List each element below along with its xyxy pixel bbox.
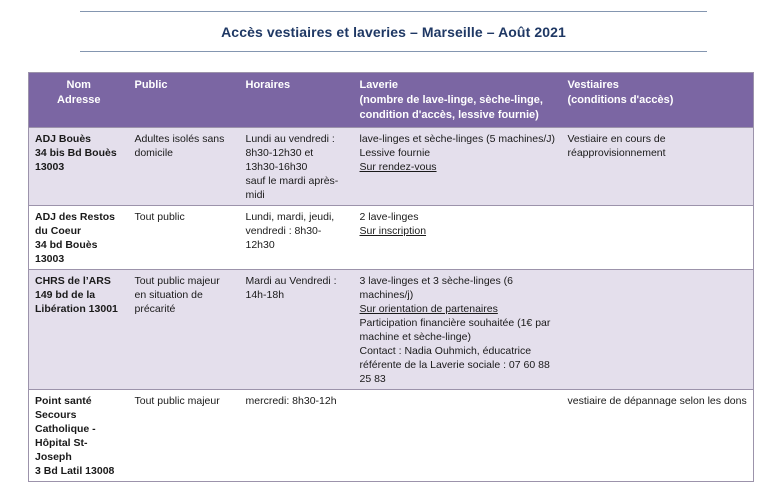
table-row: CHRS de l’ARS 149 bd de la Libération 130… (28, 269, 754, 390)
cell-laverie (354, 390, 562, 482)
column-header-laverie: Laverie (nombre de lave-linge, sèche-ling… (354, 73, 562, 128)
cell-horaires: Lundi, mardi, jeudi, vendredi : 8h30-12h… (240, 206, 354, 270)
page-title: Accès vestiaires et laveries – Marseille… (221, 23, 566, 40)
column-header-line: Nom (66, 79, 91, 91)
cell-line: Lessive fournie (359, 147, 431, 159)
cell-line: Lundi, mardi, jeudi, vendredi : 8h30-12h… (245, 211, 335, 251)
cell-horaires: Lundi au vendredi : 8h30-12h30 et 13h30-… (240, 128, 354, 206)
cell-line: lave-linges et sèche-linges (5 machines/… (359, 133, 556, 145)
cell-line: Vestiaire en cours de réapprovisionnemen… (567, 133, 666, 159)
cell-line: Point santé Secours Catholique - Hôpital… (35, 395, 96, 463)
cell-public: Tout public majeur en situation de préca… (129, 270, 240, 390)
cell-line: 3 Bd Latil 13008 (35, 465, 115, 477)
cell-line: 34 bd Bouès (35, 239, 98, 251)
cell-public: Tout public majeur (129, 390, 240, 482)
cell-line: Sur rendez-vous (359, 161, 437, 173)
cell-line: Mardi au Vendredi : 14h-18h (245, 275, 337, 301)
table-header: Nom Adresse Public Horaires Laverie (nombre d… (28, 72, 754, 128)
cell-nom: ADJ Bouès 34 bis Bd Bouès 13003 (29, 128, 129, 206)
cell-line: ADJ Bouès (35, 133, 92, 145)
cell-line: 34 bis Bd Bouès (35, 147, 117, 159)
cell-line: Sur inscription (359, 225, 427, 237)
table-row: ADJ des Restos du Coeur 34 bd Bouès 13003 T… (28, 205, 754, 270)
column-header-line: Horaires (245, 79, 291, 91)
column-header-line: Laverie (359, 79, 399, 91)
cell-nom: ADJ des Restos du Coeur 34 bd Bouès 13003 (29, 206, 129, 270)
header-row: Nom Adresse Public Horaires Laverie (nombre d… (28, 72, 754, 128)
column-header-line: Vestiaires (567, 79, 619, 91)
cell-line: sauf le mardi après-midi (245, 175, 339, 201)
cell-line: Contact : Nadia Ouhmich, éducatrice réfé… (359, 345, 550, 385)
cell-line: 13003 (35, 253, 65, 265)
cell-laverie: 3 lave-linges et 3 sèche-linges (6 machi… (354, 270, 562, 390)
column-header-line: Adresse (57, 94, 101, 106)
cell-vestiaires: vestiaire de dépannage selon les dons (562, 390, 754, 482)
cell-line: Adultes isolés sans domicile (134, 133, 225, 159)
column-header-public: Public (129, 73, 240, 128)
cell-laverie: lave-linges et sèche-linges (5 machines/… (354, 128, 562, 206)
cell-laverie: 2 lave-linges Sur inscription (354, 206, 562, 270)
cell-line: 2 lave-linges (359, 211, 419, 223)
cell-line: 13003 (35, 161, 65, 173)
table-row: ADJ Bouès 34 bis Bd Bouès 13003 Adultes iso… (28, 127, 754, 206)
cell-line: Lundi au vendredi : 8h30-12h30 et 13h30-… (245, 133, 335, 173)
cell-line: Tout public majeur (134, 395, 220, 407)
cell-line: mercredi: 8h30-12h (245, 395, 337, 407)
access-table: Nom Adresse Public Horaires Laverie (nombre d… (28, 72, 754, 482)
cell-line: ADJ des Restos du Coeur (35, 211, 115, 237)
cell-line: Tout public (134, 211, 185, 223)
column-header-nom: Nom Adresse (29, 73, 129, 128)
cell-line: Tout public majeur en situation de préca… (134, 275, 220, 315)
column-header-vestiaires: Vestiaires (conditions d'accès) (562, 73, 754, 128)
cell-line: 149 bd de la Libération 13001 (35, 289, 118, 315)
column-header-line: (conditions d'accès) (567, 94, 674, 106)
cell-nom: CHRS de l’ARS 149 bd de la Libération 130… (29, 270, 129, 390)
cell-horaires: Mardi au Vendredi : 14h-18h (240, 270, 354, 390)
cell-line: Sur orientation de partenaires (359, 303, 498, 315)
column-header-horaires: Horaires (240, 73, 354, 128)
cell-vestiaires: Vestiaire en cours de réapprovisionnemen… (562, 128, 754, 206)
cell-public: Tout public (129, 206, 240, 270)
title-block: Accès vestiaires et laveries – Marseille… (80, 11, 707, 52)
table-row: Point santé Secours Catholique - Hôpital… (28, 389, 754, 482)
table-body: ADJ Bouès 34 bis Bd Bouès 13003 Adultes iso… (28, 127, 754, 482)
cell-line: vestiaire de dépannage selon les dons (567, 395, 747, 407)
cell-vestiaires (562, 206, 754, 270)
cell-line: CHRS de l’ARS (35, 275, 111, 287)
cell-vestiaires (562, 270, 754, 390)
cell-nom: Point santé Secours Catholique - Hôpital… (29, 390, 129, 482)
cell-line: 3 lave-linges et 3 sèche-linges (6 machi… (359, 275, 514, 301)
cell-public: Adultes isolés sans domicile (129, 128, 240, 206)
column-header-line: (nombre de lave-linge, sèche-linge, cond… (359, 94, 543, 121)
cell-horaires: mercredi: 8h30-12h (240, 390, 354, 482)
cell-line: Participation financière souhaitée (1€ p… (359, 317, 551, 343)
column-header-line: Public (134, 79, 168, 91)
